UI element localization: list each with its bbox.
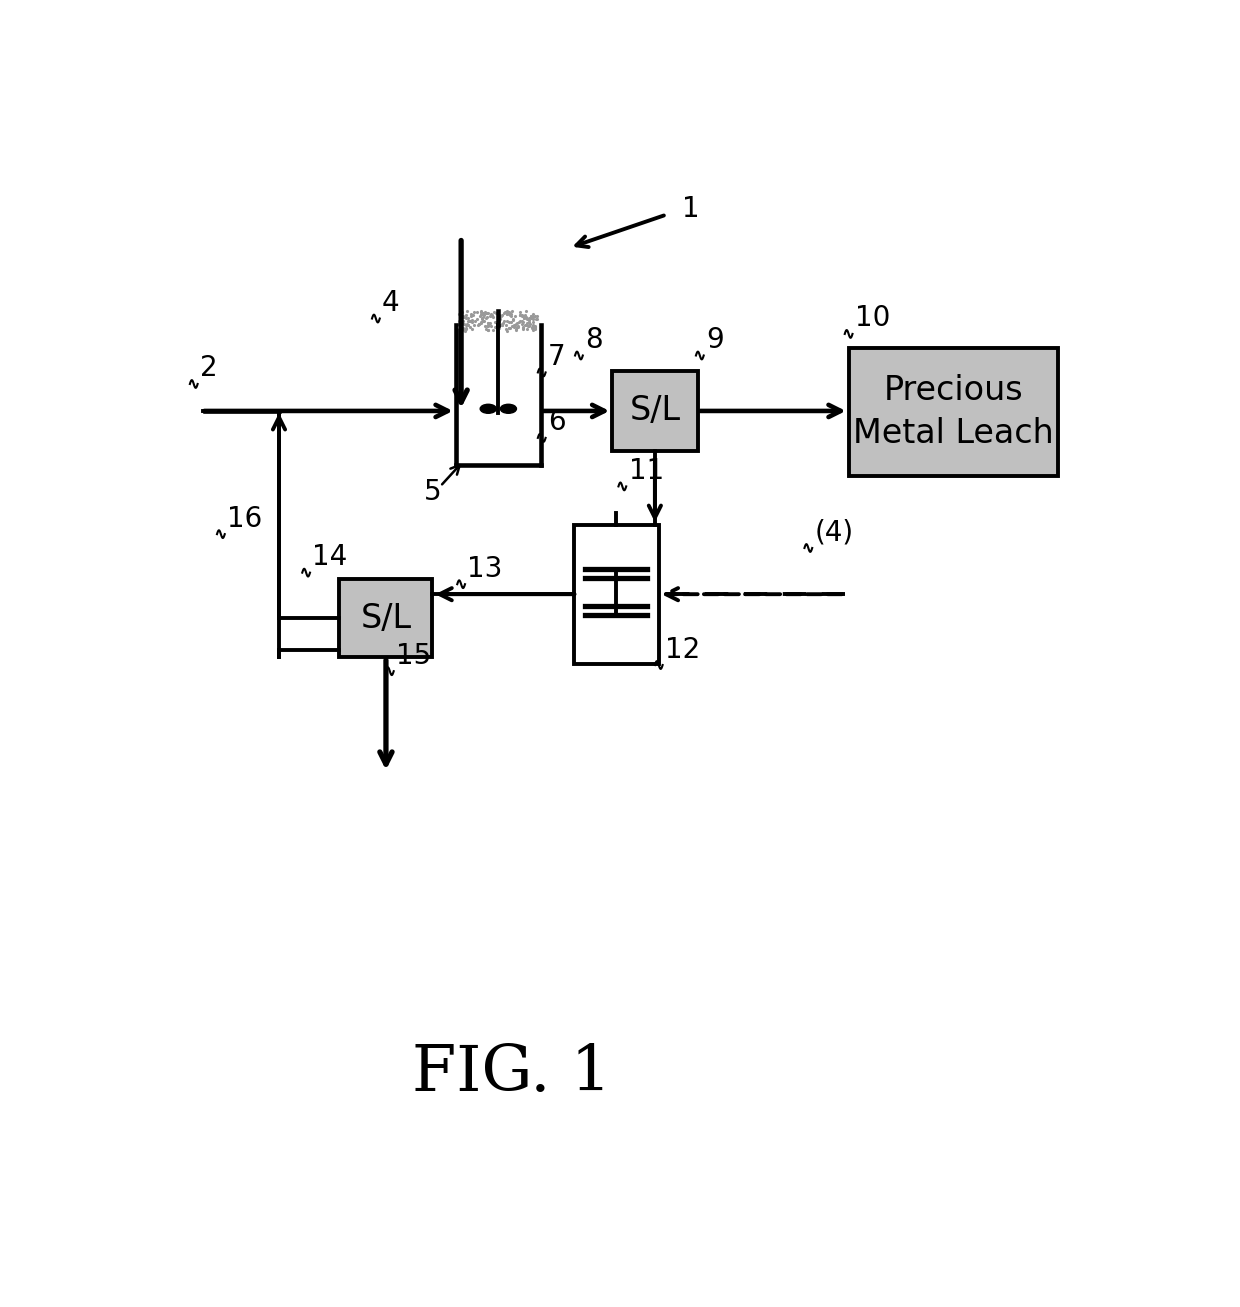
Ellipse shape (480, 404, 496, 413)
Text: 5: 5 (424, 478, 441, 506)
Text: 13: 13 (467, 554, 502, 583)
Text: S/L: S/L (361, 601, 412, 635)
Text: 6: 6 (548, 408, 565, 437)
Text: FIG. 1: FIG. 1 (412, 1043, 611, 1103)
Text: 16: 16 (227, 505, 263, 532)
Text: 7: 7 (548, 342, 565, 371)
Text: 9: 9 (706, 325, 724, 354)
Bar (613, 371, 697, 451)
Ellipse shape (501, 404, 517, 413)
Text: 12: 12 (665, 635, 701, 664)
Text: S/L: S/L (630, 395, 681, 427)
Text: 10: 10 (854, 305, 890, 332)
Text: 1: 1 (682, 195, 699, 223)
Bar (340, 579, 433, 657)
Bar (573, 525, 658, 664)
Text: Precious
Metal Leach: Precious Metal Leach (853, 374, 1054, 451)
Text: 8: 8 (585, 325, 603, 354)
Bar (848, 348, 1058, 476)
Text: 14: 14 (312, 544, 347, 571)
Text: 4: 4 (382, 289, 399, 318)
Text: 15: 15 (396, 642, 432, 669)
Text: 11: 11 (629, 457, 663, 485)
Text: 2: 2 (200, 354, 217, 383)
Text: (4): (4) (815, 519, 853, 546)
